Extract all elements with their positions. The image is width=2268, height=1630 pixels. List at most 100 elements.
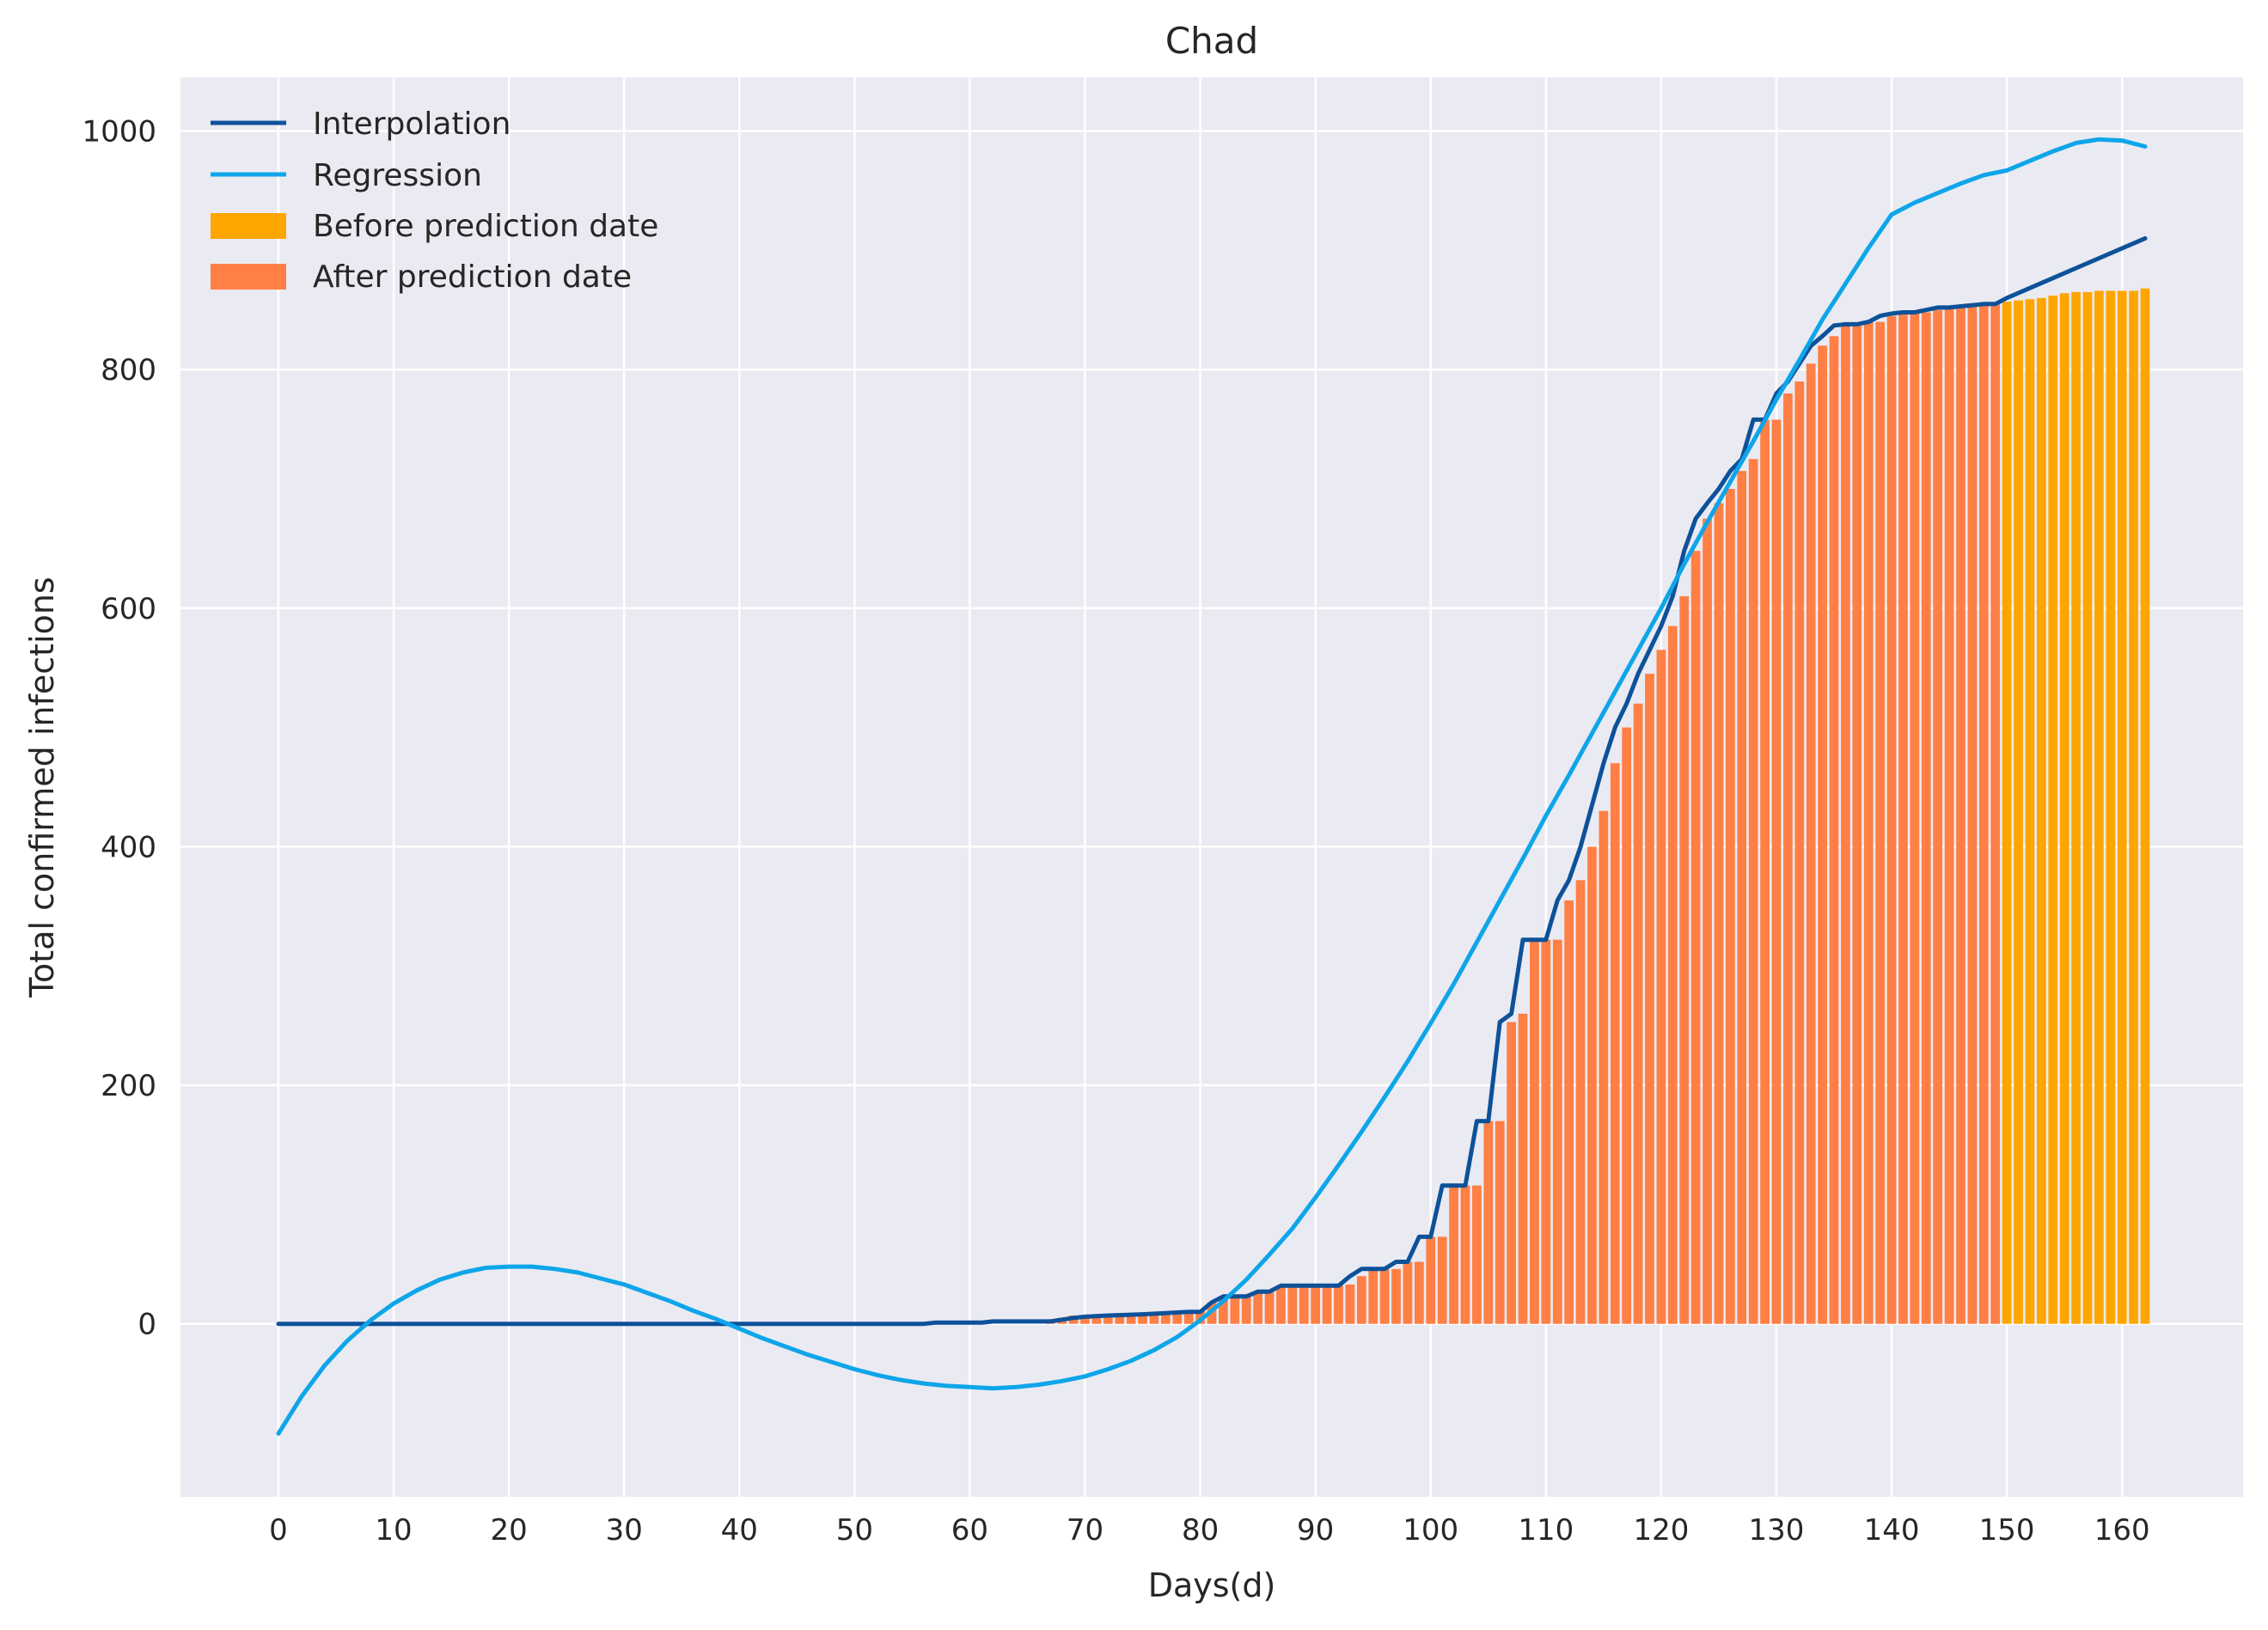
bar-after-prediction bbox=[1530, 939, 1539, 1324]
bar-after-prediction bbox=[1322, 1284, 1332, 1324]
bar-after-prediction bbox=[1921, 312, 1931, 1324]
bar-after-prediction bbox=[1183, 1310, 1194, 1324]
bar-after-prediction bbox=[1483, 1120, 1494, 1324]
bar-after-prediction bbox=[1852, 324, 1862, 1324]
legend-swatch-before bbox=[211, 213, 286, 239]
bar-after-prediction bbox=[1391, 1268, 1401, 1324]
y-tick-label: 600 bbox=[101, 592, 156, 626]
bar-after-prediction bbox=[1841, 325, 1850, 1324]
bar-after-prediction bbox=[1345, 1284, 1355, 1324]
bar-after-prediction bbox=[1241, 1296, 1251, 1324]
bar-after-prediction bbox=[1978, 303, 1989, 1324]
bar-after-prediction bbox=[1138, 1313, 1147, 1324]
bar-after-prediction bbox=[1818, 345, 1827, 1324]
bar-after-prediction bbox=[1656, 650, 1666, 1324]
bar-after-prediction bbox=[1426, 1236, 1436, 1324]
x-tick-label: 120 bbox=[1633, 1513, 1689, 1548]
bar-after-prediction bbox=[1933, 309, 1943, 1324]
bar-after-prediction bbox=[1863, 321, 1874, 1324]
series-line-interpolation bbox=[276, 235, 2148, 1327]
bar-after-prediction bbox=[1990, 303, 2001, 1324]
x-tick-label: 140 bbox=[1864, 1513, 1920, 1548]
bar-after-prediction bbox=[1449, 1185, 1458, 1324]
bar-before-prediction bbox=[2094, 290, 2104, 1324]
bar-after-prediction bbox=[1172, 1311, 1183, 1324]
legend-label-regression: Regression bbox=[313, 158, 482, 193]
bar-after-prediction bbox=[1667, 626, 1678, 1324]
y-tick-label: 400 bbox=[101, 830, 156, 864]
bar-after-prediction bbox=[1564, 900, 1574, 1324]
bar-after-prediction bbox=[1599, 810, 1609, 1324]
bar-after-prediction bbox=[1645, 674, 1654, 1324]
bar-after-prediction bbox=[1507, 1022, 1516, 1324]
x-tick-label: 160 bbox=[2094, 1513, 2150, 1548]
y-tick-label: 1000 bbox=[82, 114, 156, 149]
bar-after-prediction bbox=[1541, 939, 1551, 1324]
x-tick-label: 90 bbox=[1297, 1513, 1334, 1548]
bar-after-prediction bbox=[1219, 1296, 1228, 1324]
chart-title: Chad bbox=[1165, 20, 1258, 62]
bar-after-prediction bbox=[1875, 321, 1886, 1324]
bar-after-prediction bbox=[1253, 1291, 1262, 1324]
bar-after-prediction bbox=[1276, 1285, 1286, 1324]
x-tick-label: 40 bbox=[721, 1513, 758, 1548]
bar-before-prediction bbox=[2117, 290, 2127, 1324]
bar-after-prediction bbox=[1103, 1314, 1113, 1324]
bar-before-prediction bbox=[2129, 290, 2138, 1324]
bar-after-prediction bbox=[1161, 1311, 1171, 1324]
bar-after-prediction bbox=[1403, 1261, 1413, 1324]
bar-after-prediction bbox=[1472, 1185, 1482, 1324]
bar-after-prediction bbox=[1737, 471, 1747, 1324]
x-tick-label: 150 bbox=[1979, 1513, 2035, 1548]
bar-after-prediction bbox=[1149, 1311, 1159, 1324]
bar-after-prediction bbox=[1690, 551, 1701, 1324]
legend-swatch-after bbox=[211, 264, 286, 290]
bar-after-prediction bbox=[1783, 393, 1793, 1324]
bar-after-prediction bbox=[1956, 306, 1965, 1324]
x-ticks: 0 10 20 30 40 50 60 70 80 90 100 110 120 130 140 150 160 bbox=[269, 1513, 2150, 1548]
bar-after-prediction bbox=[1437, 1236, 1447, 1324]
x-tick-label: 50 bbox=[836, 1513, 873, 1548]
bar-before-prediction bbox=[2002, 301, 2012, 1324]
x-tick-label: 0 bbox=[269, 1513, 288, 1548]
bar-after-prediction bbox=[1414, 1261, 1424, 1324]
bar-before-prediction bbox=[2071, 291, 2081, 1324]
y-axis-title: Total confirmed infections bbox=[23, 577, 61, 998]
bar-after-prediction bbox=[1760, 419, 1770, 1324]
bar-after-prediction bbox=[1829, 336, 1839, 1324]
legend-label-before: Before prediction date bbox=[313, 209, 658, 244]
y-tick-label: 0 bbox=[138, 1308, 156, 1342]
x-tick-label: 30 bbox=[606, 1513, 643, 1548]
bar-after-prediction bbox=[1725, 488, 1735, 1324]
bar-after-prediction bbox=[1552, 939, 1562, 1324]
x-tick-label: 70 bbox=[1067, 1513, 1103, 1548]
bar-before-prediction bbox=[2025, 299, 2035, 1324]
legend-label-after: After prediction date bbox=[313, 259, 632, 295]
bar-after-prediction bbox=[1115, 1313, 1125, 1324]
bar-after-prediction bbox=[1633, 703, 1643, 1324]
bar-after-prediction bbox=[1610, 763, 1620, 1324]
bar-after-prediction bbox=[1886, 315, 1897, 1324]
bar-after-prediction bbox=[1080, 1315, 1090, 1324]
x-tick-label: 130 bbox=[1749, 1513, 1805, 1548]
x-tick-label: 80 bbox=[1182, 1513, 1219, 1548]
x-axis-title: Days(d) bbox=[1148, 1566, 1276, 1604]
y-tick-label: 800 bbox=[101, 353, 156, 388]
bar-after-prediction bbox=[1806, 363, 1816, 1324]
bar-after-prediction bbox=[1703, 518, 1712, 1324]
bar-after-prediction bbox=[1794, 382, 1805, 1324]
bar-after-prediction bbox=[1944, 307, 1954, 1324]
bar-after-prediction bbox=[1587, 846, 1597, 1324]
bar-before-prediction bbox=[2014, 300, 2023, 1324]
x-tick-label: 110 bbox=[1518, 1513, 1574, 1548]
bar-after-prediction bbox=[1356, 1276, 1366, 1324]
bar-after-prediction bbox=[1748, 459, 1758, 1324]
bar-after-prediction bbox=[1334, 1284, 1343, 1324]
x-tick-label: 100 bbox=[1403, 1513, 1458, 1548]
bars bbox=[1045, 288, 2150, 1324]
bar-after-prediction bbox=[1622, 727, 1632, 1324]
bar-before-prediction bbox=[2106, 290, 2116, 1324]
x-tick-label: 60 bbox=[951, 1513, 988, 1548]
bar-after-prediction bbox=[1771, 419, 1782, 1324]
bar-after-prediction bbox=[1368, 1268, 1379, 1324]
